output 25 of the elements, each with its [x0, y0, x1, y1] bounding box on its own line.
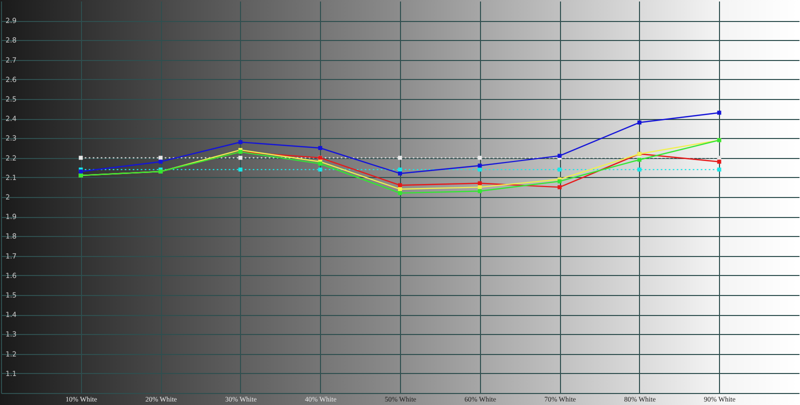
point — [398, 171, 402, 176]
point — [158, 160, 163, 164]
point — [717, 160, 722, 164]
point — [238, 156, 242, 160]
point — [478, 168, 482, 172]
point — [717, 168, 722, 172]
point — [238, 140, 242, 144]
point — [637, 120, 642, 125]
point — [238, 168, 242, 172]
point — [398, 168, 402, 172]
point — [558, 168, 562, 172]
point — [318, 146, 322, 150]
point — [478, 185, 482, 190]
point — [318, 168, 322, 172]
point — [78, 156, 83, 160]
point — [398, 187, 402, 192]
point — [478, 156, 482, 160]
point — [398, 191, 402, 196]
point — [478, 164, 482, 168]
point — [398, 183, 402, 188]
point — [717, 110, 722, 115]
point — [637, 168, 642, 172]
point — [558, 185, 562, 190]
point — [398, 156, 402, 160]
point — [478, 189, 482, 194]
